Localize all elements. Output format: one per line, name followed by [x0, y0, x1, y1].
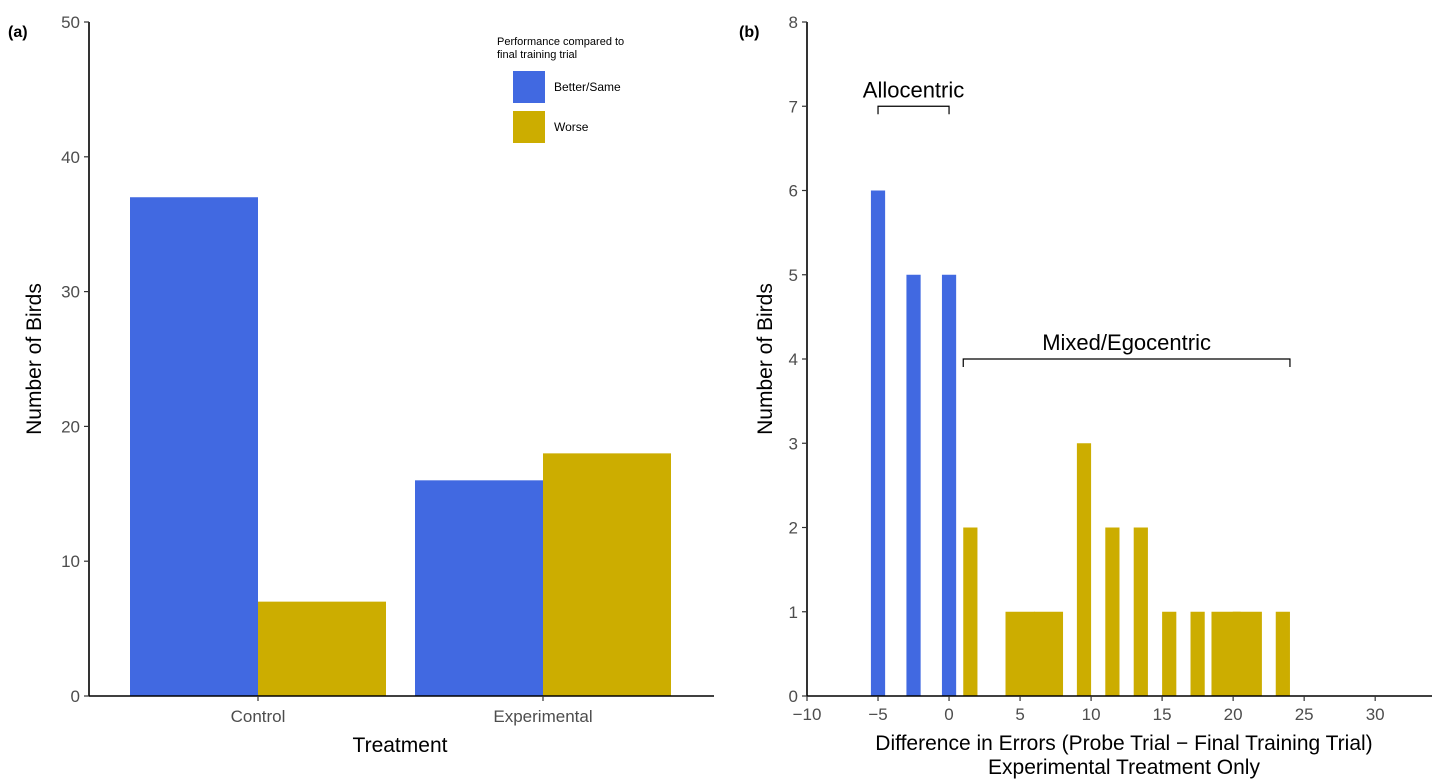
panel-b-y-tick-label: 4 [789, 350, 798, 369]
panel-b-y-tick-label: 5 [789, 266, 798, 285]
bar-mixed-egocentric [1033, 611, 1064, 696]
annotation-bracket [962, 358, 1291, 367]
legend-key-better-same [513, 71, 545, 103]
panel-b-x-axis-title-line-2: Experimental Treatment Only [988, 756, 1260, 779]
bar-allocentric [906, 274, 921, 696]
bar-better-same-control [130, 197, 258, 697]
panel-a-x-tick-label: Control [231, 707, 286, 726]
legend-key-worse [513, 111, 545, 143]
bar-mixed-egocentric [1005, 611, 1035, 696]
bar-mixed-egocentric [963, 527, 978, 696]
panel-b: (b) 0 1 2 3 4 5 6 7 8 −10 −5 0 5 10 15 20 25 30 Allocent… [739, 13, 1432, 779]
panel-b-x-tick-label: 10 [1082, 705, 1101, 724]
bar-better-same-experimental [415, 480, 543, 696]
panel-a-y-tick-label: 40 [61, 148, 80, 167]
panel-b-y-ticks: 0 1 2 3 4 5 6 7 8 [789, 13, 807, 706]
panel-b-annotations: Allocentric Mixed/Egocentric [863, 77, 1291, 367]
bar-mixed-egocentric [1275, 611, 1290, 696]
panel-b-label: (b) [739, 24, 759, 41]
bar-mixed-egocentric [1133, 527, 1148, 696]
panel-a-legend: Performance compared to final training t… [497, 36, 624, 143]
annotation-label: Allocentric [863, 77, 964, 102]
bar-allocentric [941, 274, 957, 696]
panel-b-x-tick-label: −10 [793, 705, 822, 724]
panel-b-y-tick-label: 1 [789, 603, 798, 622]
panel-a-y-tick-label: 0 [71, 687, 80, 706]
bar-mixed-egocentric [1162, 611, 1177, 696]
bar-mixed-egocentric [1105, 527, 1120, 696]
bar-allocentric [870, 190, 886, 696]
panel-b-x-tick-label: 30 [1366, 705, 1385, 724]
panel-b-y-tick-label: 2 [789, 519, 798, 538]
bar-worse-experimental [543, 453, 671, 696]
panel-a-y-tick-label: 50 [61, 13, 80, 32]
legend-title-line-2: final training trial [497, 49, 577, 61]
panel-b-x-tick-label: 5 [1015, 705, 1024, 724]
panel-a-y-tick-label: 30 [61, 283, 80, 302]
panel-b-y-tick-label: 3 [789, 434, 798, 453]
panel-b-x-tick-label: 25 [1295, 705, 1314, 724]
panel-b-y-tick-label: 6 [789, 182, 798, 201]
panel-a-y-tick-label: 10 [61, 552, 80, 571]
legend-title-line-1: Performance compared to [497, 36, 624, 48]
panel-b-x-tick-label: 20 [1224, 705, 1243, 724]
panel-b-bars [870, 190, 1290, 696]
panel-b-y-tick-label: 8 [789, 13, 798, 32]
panel-b-x-tick-label: −5 [868, 705, 887, 724]
panel-b-x-axis-title-line-1: Difference in Errors (Probe Trial − Fina… [875, 732, 1372, 755]
panel-b-x-tick-label: 15 [1153, 705, 1172, 724]
legend-label-better-same: Better/Same [554, 80, 621, 94]
bar-mixed-egocentric [1232, 611, 1262, 696]
panel-b-y-tick-label: 0 [789, 687, 798, 706]
panel-a-y-axis-title: Number of Birds [23, 283, 46, 435]
bar-mixed-egocentric [1190, 611, 1205, 696]
panel-a: (a) 0 10 20 30 40 50 Control Experimental Trea… [8, 13, 714, 757]
annotation-bracket [877, 105, 950, 115]
panel-b-x-ticks: −10 −5 0 5 10 15 20 25 30 [793, 696, 1385, 724]
panel-a-x-axis-title: Treatment [353, 734, 448, 757]
bar-worse-control [258, 601, 386, 696]
panel-b-y-axis-title: Number of Birds [754, 283, 777, 435]
panel-a-label: (a) [8, 24, 28, 41]
annotation-label: Mixed/Egocentric [1042, 330, 1211, 355]
panel-a-bars [130, 197, 671, 697]
panel-a-x-tick-label: Experimental [493, 707, 592, 726]
panel-b-x-tick-label: 0 [944, 705, 953, 724]
panel-a-y-ticks: 0 10 20 30 40 50 [61, 13, 89, 706]
panel-a-y-tick-label: 20 [61, 417, 80, 436]
legend-label-worse: Worse [554, 120, 589, 134]
panel-b-y-tick-label: 7 [789, 97, 798, 116]
panel-a-x-ticks: Control Experimental [231, 696, 593, 726]
bar-mixed-egocentric [1076, 443, 1092, 696]
